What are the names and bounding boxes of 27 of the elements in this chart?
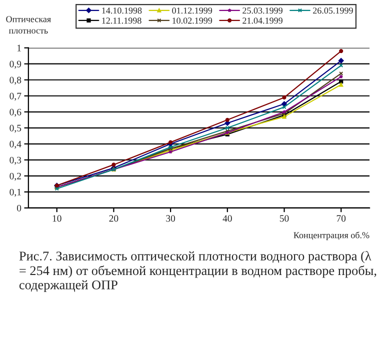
y-tick-label: 0,1 bbox=[10, 188, 21, 197]
x-tick-label: 70 bbox=[336, 215, 346, 222]
y-tick-label: 0,5 bbox=[10, 124, 22, 133]
y-tick-label: 0,2 bbox=[10, 172, 21, 181]
x-tick-label: 30 bbox=[166, 215, 176, 222]
legend-label: 26.05.1999 bbox=[313, 8, 353, 14]
x-tick-label: 50 bbox=[280, 215, 289, 222]
legend-label: 25.03.1999 bbox=[242, 8, 282, 14]
legend-label: 01.12.1999 bbox=[172, 8, 212, 14]
x-tick-label: 10 bbox=[52, 215, 62, 222]
x-tick-label: 20 bbox=[109, 215, 118, 222]
legend-label: 10.02.1999 bbox=[172, 18, 212, 24]
x-tick-label: 40 bbox=[222, 215, 232, 222]
legend-label: 14.10.1998 bbox=[102, 8, 142, 14]
y-tick-label: 0,8 bbox=[10, 76, 22, 85]
y-tick-label: 0 bbox=[16, 204, 22, 212]
legend-label: 21.04.1999 bbox=[242, 18, 282, 24]
y-tick-label: 0,3 bbox=[10, 156, 22, 165]
y-tick-label: 0,4 bbox=[10, 140, 22, 149]
y-tick-label: 0,7 bbox=[10, 92, 22, 101]
y-tick-label: 0,9 bbox=[10, 60, 22, 69]
y-tick-label: 1 bbox=[17, 44, 21, 52]
y-tick-label: 0,6 bbox=[10, 108, 22, 117]
y-axis-title: Оптическая плотность bbox=[6, 16, 51, 34]
text: Рис.7. Зависимость оптической плотности водного раствора (λ = 254 нм) от объемной концентрации в водном растворе пробы, содержащей ОПР bbox=[19, 251, 376, 292]
legend-label: 12.11.1998 bbox=[102, 18, 142, 24]
x-axis-title: Концентрация об.% bbox=[294, 232, 370, 240]
